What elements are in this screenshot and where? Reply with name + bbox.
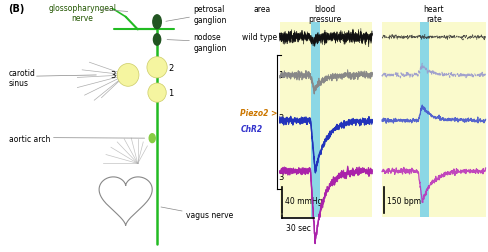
Text: aortic arch: aortic arch	[8, 134, 50, 143]
Ellipse shape	[149, 134, 155, 143]
Text: 1: 1	[279, 71, 284, 80]
Text: nodose
ganglion: nodose ganglion	[193, 33, 226, 52]
Text: Piezo2 >: Piezo2 >	[240, 109, 278, 118]
Text: 40 mmHg: 40 mmHg	[285, 196, 322, 205]
FancyBboxPatch shape	[420, 23, 429, 217]
Text: 3: 3	[279, 172, 284, 181]
Text: 2: 2	[279, 114, 284, 123]
Text: 2: 2	[279, 33, 284, 42]
Text: 150 bpm: 150 bpm	[387, 196, 421, 205]
Text: 3: 3	[110, 71, 116, 80]
Text: glossopharyngeal
nerve: glossopharyngeal nerve	[48, 4, 116, 23]
Text: blood
pressure: blood pressure	[309, 5, 342, 24]
Circle shape	[148, 84, 166, 103]
Ellipse shape	[153, 16, 162, 30]
Text: wild type: wild type	[242, 33, 277, 42]
Text: carotid
sinus: carotid sinus	[8, 69, 35, 88]
Text: 30 sec: 30 sec	[285, 223, 310, 232]
Text: petrosal
ganglion: petrosal ganglion	[193, 6, 226, 25]
Text: area: area	[254, 5, 271, 14]
Text: (B): (B)	[8, 4, 25, 14]
Ellipse shape	[153, 35, 161, 46]
Text: heart
rate: heart rate	[424, 5, 444, 24]
Circle shape	[147, 57, 167, 79]
Text: ChR2: ChR2	[240, 124, 263, 133]
Circle shape	[117, 64, 139, 87]
FancyBboxPatch shape	[382, 23, 486, 217]
Text: vagus nerve: vagus nerve	[186, 210, 233, 219]
Text: 2: 2	[169, 64, 174, 73]
FancyBboxPatch shape	[280, 23, 372, 217]
FancyBboxPatch shape	[310, 23, 321, 217]
Text: 1: 1	[168, 89, 173, 98]
